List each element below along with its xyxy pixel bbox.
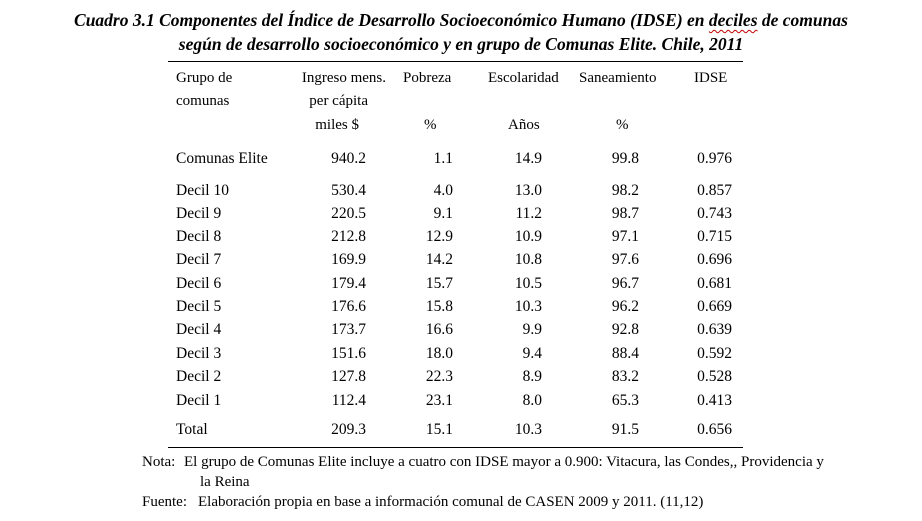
cell-idse: 0.743 (697, 205, 732, 222)
cell-group: Decil 6 (176, 275, 222, 292)
title-line1-part2: de comunas (757, 10, 848, 30)
cell-escolaridad: 10.9 (514, 228, 542, 245)
table-top-rule (168, 61, 743, 62)
cell-escolaridad: 10.8 (514, 251, 542, 268)
cell-ingreso: 176.6 (331, 298, 366, 315)
table-title: Cuadro 3.1 Componentes del Índice de Des… (0, 9, 922, 31)
title-line1-part1: Cuadro 3.1 Componentes del Índice de Des… (74, 10, 709, 30)
header-escolaridad-unit: Años (508, 117, 540, 133)
header-ingreso-line3: miles $ (315, 117, 359, 133)
note-text-line1: El grupo de Comunas Elite incluye a cuat… (184, 454, 824, 470)
header-escolaridad: Escolaridad (488, 70, 559, 86)
cell-pobreza: 18.0 (425, 345, 453, 362)
source-label: Fuente: (142, 494, 187, 510)
cell-pobreza: 16.6 (425, 321, 453, 338)
title-line1-spellcheck-word: deciles (708, 10, 758, 30)
cell-escolaridad: 8.0 (522, 392, 542, 409)
cell-group: Decil 9 (176, 205, 222, 222)
cell-idse: 0.656 (697, 421, 732, 438)
cell-pobreza: 15.1 (425, 421, 453, 438)
header-idse: IDSE (694, 70, 728, 86)
cell-escolaridad: 8.9 (522, 368, 542, 385)
cell-idse: 0.413 (697, 392, 732, 409)
cell-idse: 0.715 (697, 228, 732, 245)
cell-saneamiento: 65.3 (611, 392, 639, 409)
cell-ingreso: 220.5 (331, 205, 366, 222)
cell-ingreso: 127.8 (331, 368, 366, 385)
cell-saneamiento: 88.4 (611, 345, 639, 362)
cell-group: Decil 3 (176, 345, 222, 362)
cell-idse: 0.681 (697, 275, 732, 292)
table-subtitle: según de desarrollo socioeconómico y en … (178, 34, 744, 54)
source-text: Elaboración propia en base a información… (198, 494, 704, 510)
cell-group: Comunas Elite (176, 150, 268, 167)
cell-saneamiento: 98.7 (611, 205, 639, 222)
cell-pobreza: 15.7 (425, 275, 453, 292)
cell-pobreza: 1.1 (433, 150, 453, 167)
note-label: Nota: (142, 454, 176, 470)
cell-group: Decil 1 (176, 392, 222, 409)
cell-escolaridad: 14.9 (514, 150, 542, 167)
cell-idse: 0.857 (697, 182, 732, 199)
cell-pobreza: 12.9 (425, 228, 453, 245)
cell-escolaridad: 13.0 (514, 182, 542, 199)
cell-group: Decil 2 (176, 368, 222, 385)
cell-group: Decil 4 (176, 321, 222, 338)
header-group-line1: Grupo de (176, 70, 233, 86)
cell-group: Decil 10 (176, 182, 229, 199)
cell-saneamiento: 96.2 (611, 298, 639, 315)
cell-escolaridad: 9.4 (522, 345, 542, 362)
cell-escolaridad: 10.3 (514, 298, 542, 315)
header-saneamiento: Saneamiento (579, 70, 657, 86)
cell-pobreza: 22.3 (425, 368, 453, 385)
cell-group: Decil 5 (176, 298, 222, 315)
cell-saneamiento: 96.7 (611, 275, 639, 292)
cell-saneamiento: 98.2 (611, 182, 639, 199)
cell-pobreza: 23.1 (425, 392, 453, 409)
cell-ingreso: 940.2 (331, 150, 366, 167)
cell-ingreso: 530.4 (331, 182, 366, 199)
header-ingreso-line2: per cápita (309, 93, 368, 109)
cell-ingreso: 151.6 (331, 345, 366, 362)
table-bottom-rule (168, 447, 743, 448)
cell-saneamiento: 97.1 (611, 228, 639, 245)
note-text-line2: la Reina (200, 474, 250, 490)
cell-saneamiento: 92.8 (611, 321, 639, 338)
cell-ingreso: 169.9 (331, 251, 366, 268)
cell-group: Decil 7 (176, 251, 222, 268)
cell-saneamiento: 97.6 (611, 251, 639, 268)
cell-pobreza: 9.1 (433, 205, 453, 222)
cell-idse: 0.669 (697, 298, 732, 315)
header-saneamiento-unit: % (616, 117, 629, 133)
header-group-line2: comunas (176, 93, 230, 109)
cell-saneamiento: 83.2 (611, 368, 639, 385)
cell-group: Total (176, 421, 208, 438)
cell-pobreza: 14.2 (425, 251, 453, 268)
cell-idse: 0.639 (697, 321, 732, 338)
header-pobreza: Pobreza (403, 70, 452, 86)
cell-idse: 0.696 (697, 251, 732, 268)
cell-ingreso: 212.8 (331, 228, 366, 245)
cell-ingreso: 209.3 (331, 421, 366, 438)
cell-pobreza: 15.8 (425, 298, 453, 315)
cell-ingreso: 112.4 (331, 392, 366, 409)
cell-group: Decil 8 (176, 228, 222, 245)
cell-idse: 0.976 (697, 150, 732, 167)
cell-saneamiento: 99.8 (611, 150, 639, 167)
cell-idse: 0.528 (697, 368, 732, 385)
cell-saneamiento: 91.5 (611, 421, 639, 438)
cell-escolaridad: 10.3 (514, 421, 542, 438)
cell-escolaridad: 9.9 (522, 321, 542, 338)
cell-ingreso: 179.4 (331, 275, 366, 292)
cell-pobreza: 4.0 (433, 182, 453, 199)
header-pobreza-unit: % (424, 117, 437, 133)
cell-idse: 0.592 (697, 345, 732, 362)
cell-escolaridad: 11.2 (515, 205, 542, 222)
cell-ingreso: 173.7 (331, 321, 366, 338)
header-ingreso-line1: Ingreso mens. (301, 70, 386, 86)
cell-escolaridad: 10.5 (514, 275, 542, 292)
